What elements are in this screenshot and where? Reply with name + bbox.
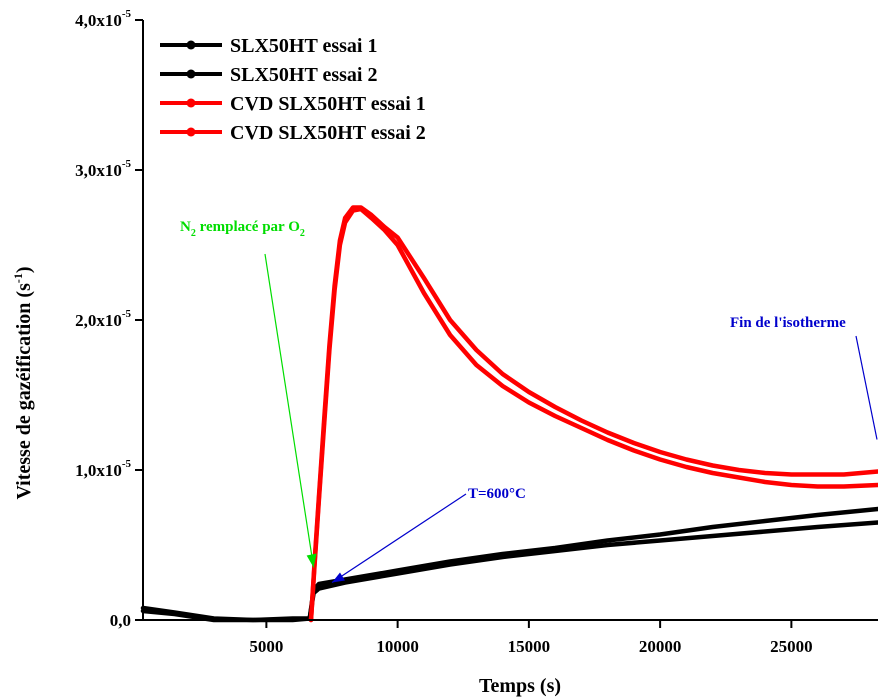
y-tick-mantissa: 4,0x10 xyxy=(75,11,122,30)
y-tick-exponent: -5 xyxy=(122,308,132,320)
x-tick-label: 20000 xyxy=(639,637,682,656)
legend-marker-3 xyxy=(186,98,196,108)
y-tick-exponent: -5 xyxy=(122,8,132,20)
annotation-t600-label: T=600°C xyxy=(468,486,526,502)
y-axis-title-main: Vitesse de gazéification (s xyxy=(13,283,35,500)
y-axis-title-close: ) xyxy=(13,266,35,273)
y-tick-label: 4,0x10-5 xyxy=(75,8,131,30)
legend-label-1: SLX50HT essai 1 xyxy=(230,35,377,57)
plot-lines xyxy=(140,205,878,623)
y-tick-mantissa: 3,0x10 xyxy=(75,161,122,180)
series-line-1 xyxy=(140,506,878,623)
legend-marker-1 xyxy=(186,40,196,50)
y-tick-label: 1,0x10-5 xyxy=(75,458,131,480)
legend-label-3: CVD SLX50HT essai 1 xyxy=(230,93,426,115)
annotation-fin-label: Fin de l'isotherme xyxy=(730,315,846,331)
legend-label-4: CVD SLX50HT essai 2 xyxy=(230,122,426,144)
y-axis-title: Vitesse de gazéification (s-1) xyxy=(11,266,35,499)
annotation-n2-text: remplacé par O xyxy=(196,219,300,235)
annotation-n2-arrowhead xyxy=(306,553,317,568)
y-axis-title-exponent: -1 xyxy=(11,273,25,283)
x-tick-label: 10000 xyxy=(376,637,419,656)
y-tick-mantissa: 0,0 xyxy=(110,611,131,630)
y-tick-label: 0,0 xyxy=(110,611,131,630)
x-axis-title: Temps (s) xyxy=(479,675,561,697)
annotation-n2-sub: 2 xyxy=(191,228,196,239)
annotation-t600-arrow xyxy=(331,493,467,584)
y-tick-mantissa: 1,0x10 xyxy=(75,461,122,480)
legend: SLX50HT essai 1 SLX50HT essai 2 CVD SLX50H… xyxy=(160,35,426,144)
legend-marker-2 xyxy=(186,69,196,79)
legend-marker-4 xyxy=(186,127,196,137)
series-line-4 xyxy=(308,205,878,623)
y-tick-label: 2,0x10-5 xyxy=(75,308,131,330)
y-tick-label: 3,0x10-5 xyxy=(75,158,131,180)
annotation-fin-arrow xyxy=(855,335,878,440)
annotation-n2-base: N xyxy=(180,219,191,235)
x-tick-label: 15000 xyxy=(508,637,551,656)
y-tick-exponent: -5 xyxy=(122,158,132,170)
series-line-2 xyxy=(140,520,878,623)
x-tick-label: 25000 xyxy=(770,637,813,656)
series-line-3 xyxy=(308,206,878,623)
y-tick-mantissa: 2,0x10 xyxy=(75,311,122,330)
annotation-n2-label: N2 remplacé par O2 xyxy=(180,219,305,239)
annotation-t600-arrowhead xyxy=(332,572,345,583)
annotation-n2-sub2: 2 xyxy=(300,228,305,239)
y-tick-exponent: -5 xyxy=(122,458,132,470)
legend-label-2: SLX50HT essai 2 xyxy=(230,64,377,86)
axes: 5000 10000 15000 20000 250000,01,0x10-52,0x1… xyxy=(75,8,878,656)
annotation-n2-arrow xyxy=(264,253,315,568)
x-tick-label: 5000 xyxy=(249,637,283,656)
